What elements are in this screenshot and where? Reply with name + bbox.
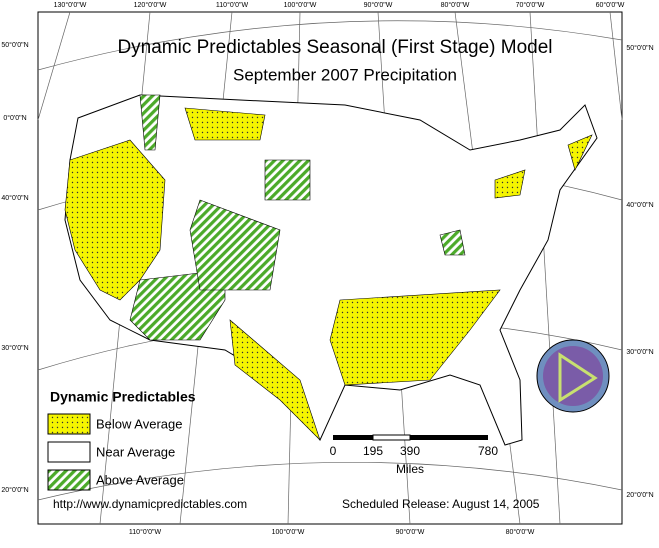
graticule-label: 90°0'0"W — [396, 528, 425, 536]
graticule-label: 30°0'0"N — [626, 348, 653, 356]
graticule-label: 80°0'0"W — [506, 528, 535, 536]
frame — [37, 11, 623, 525]
graticule-label: 50°0'0"N — [626, 44, 653, 52]
graticule-label: 60°0'0"W — [596, 1, 625, 9]
graticule-label: 50°0'0"N — [1, 41, 28, 49]
release: Scheduled Release: August 14, 2005 — [342, 497, 540, 511]
graticule-label: 80°0'0"W — [441, 1, 470, 9]
scale-segment — [410, 435, 488, 440]
graticule-label: 30°0'0"N — [1, 344, 28, 352]
scale-label: 195 — [363, 444, 383, 458]
logo-inner — [543, 346, 603, 406]
legend-title: Dynamic Predictables — [50, 389, 196, 405]
url: http://www.dynamicpredictables.com — [53, 497, 247, 511]
legend: Below Average Near Average Above Average — [47, 413, 184, 491]
scale-label: 780 — [478, 444, 498, 458]
graticule-label: 110°0'0"W — [129, 528, 162, 536]
graticule-label: 20°0'0"N — [1, 486, 28, 494]
graticule-label: 100°0'0"W — [284, 1, 317, 9]
legend-label: Near Average — [96, 444, 175, 459]
subtitle: September 2007 Precipitation — [233, 65, 457, 84]
scale-segment — [333, 435, 373, 440]
legend-swatch — [47, 469, 91, 491]
legend-label: Above Average — [96, 472, 184, 487]
scale-segment — [372, 434, 411, 441]
graticule-label: 40°0'0"N — [626, 201, 653, 209]
graticule-label: 40°0'0"N — [1, 194, 28, 202]
scale-label: 390 — [400, 444, 420, 458]
title: Dynamic Predictables Seasonal (First Sta… — [117, 37, 552, 58]
logo-arrow — [558, 352, 598, 403]
graticule-labels: 130°0'0"W 120°0'0"W 110°0'0"W 100°0'0"W 90°0… — [1, 1, 653, 536]
legend-swatch — [47, 413, 91, 435]
scale-unit: Miles — [396, 462, 424, 476]
scale-bar: 0 195 390 780 Miles — [330, 434, 498, 476]
graticule-label: 130°0'0"W — [54, 1, 87, 9]
scale-label: 0 — [330, 444, 337, 458]
graticule-label: 70°0'0"W — [516, 1, 545, 9]
legend-swatch — [47, 441, 91, 463]
graticule-label: 120°0'0"W — [134, 1, 167, 9]
legend-label: Below Average — [96, 416, 183, 431]
graticule-label: 110°0'0"W — [216, 1, 249, 9]
graticule-label: 0°0'0"N — [3, 114, 26, 122]
graticule-label: 90°0'0"W — [364, 1, 393, 9]
graticule-label: 100°0'0"W — [272, 528, 305, 536]
regions — [64, 94, 593, 441]
graticule-label: 20°0'0"N — [626, 491, 653, 499]
